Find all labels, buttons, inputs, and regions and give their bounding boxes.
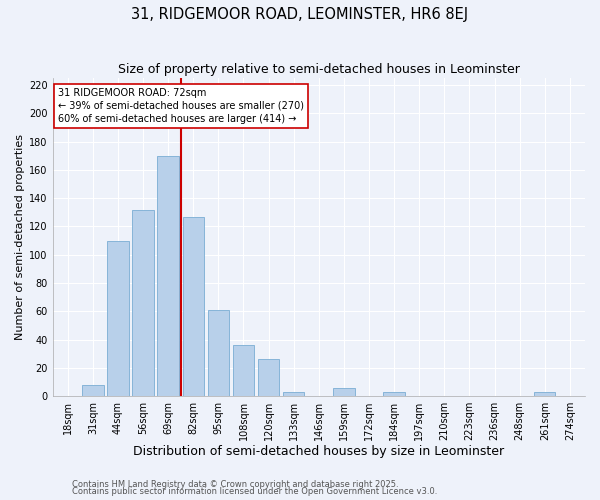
Text: 31, RIDGEMOOR ROAD, LEOMINSTER, HR6 8EJ: 31, RIDGEMOOR ROAD, LEOMINSTER, HR6 8EJ [131,8,469,22]
Bar [258,360,279,396]
Bar [233,345,254,396]
Bar [383,392,405,396]
Bar [82,385,104,396]
Bar [208,310,229,396]
Text: 31 RIDGEMOOR ROAD: 72sqm
← 39% of semi-detached houses are smaller (270)
60% of : 31 RIDGEMOOR ROAD: 72sqm ← 39% of semi-d… [58,88,304,124]
Text: Contains public sector information licensed under the Open Government Licence v3: Contains public sector information licen… [72,487,437,496]
Title: Size of property relative to semi-detached houses in Leominster: Size of property relative to semi-detach… [118,62,520,76]
Bar [133,210,154,396]
Bar [157,156,179,396]
Y-axis label: Number of semi-detached properties: Number of semi-detached properties [15,134,25,340]
Bar [182,216,204,396]
Bar [333,388,355,396]
Bar [283,392,304,396]
Text: Contains HM Land Registry data © Crown copyright and database right 2025.: Contains HM Land Registry data © Crown c… [72,480,398,489]
X-axis label: Distribution of semi-detached houses by size in Leominster: Distribution of semi-detached houses by … [133,444,505,458]
Bar [107,240,128,396]
Bar [534,392,556,396]
